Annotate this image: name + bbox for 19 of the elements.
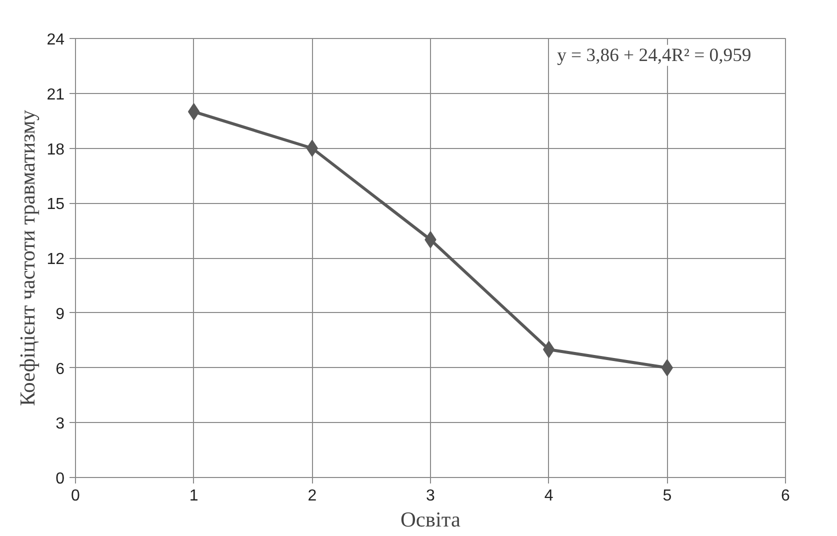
y-tick-label: 12 <box>46 251 65 268</box>
annotation: y = 3,86 + 24,4R² = 0,959 <box>557 44 752 66</box>
y-tick-label: 21 <box>46 86 65 104</box>
y-tick-label: 3 <box>56 416 65 433</box>
x-tick-label: 5 <box>662 488 672 504</box>
y-axis-title: Коефіцієнт частоти травматизму <box>16 110 40 406</box>
y-tick-label: 9 <box>56 306 65 323</box>
y-tick-label: 18 <box>46 141 65 158</box>
y-tick-label: 6 <box>56 360 65 378</box>
x-tick-label: 4 <box>544 488 554 504</box>
x-axis-title: Освіта <box>400 508 461 532</box>
y-tick-label: 24 <box>46 32 65 48</box>
x-tick-label: 2 <box>308 488 317 504</box>
x-tick-label: 6 <box>781 488 790 504</box>
y-tick-label: 0 <box>56 470 65 488</box>
x-tick-label: 1 <box>189 488 198 504</box>
x-tick-label: 3 <box>426 488 436 504</box>
x-tick-label: 0 <box>71 488 80 504</box>
y-tick-label: 15 <box>46 196 65 214</box>
